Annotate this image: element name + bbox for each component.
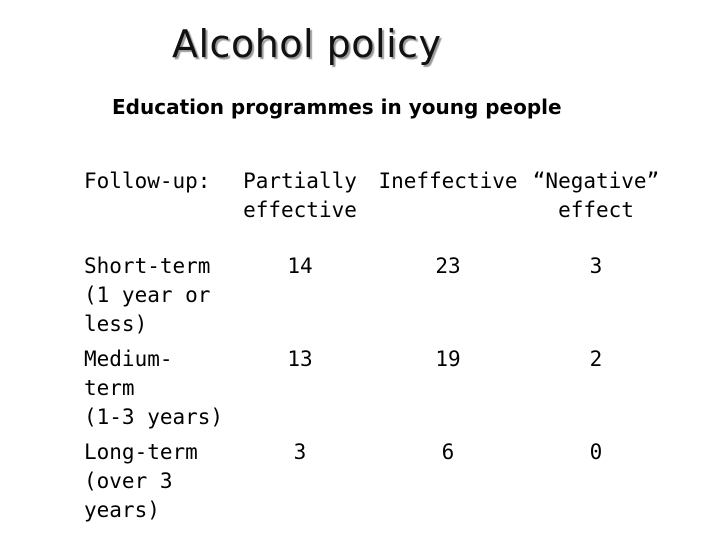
cell-medium-term-ineffective: 19 — [435, 347, 461, 371]
row-label-long-term: Long-term (over 3 years) — [84, 440, 198, 522]
cell-medium-term-partially: 13 — [287, 347, 313, 371]
slide-title: Alcohol policy — [172, 22, 442, 66]
header-negative-effect: “Negative” effect — [532, 169, 660, 222]
cell-long-term-partially: 3 — [293, 440, 307, 464]
cell-long-term-ineffective: 6 — [441, 440, 455, 464]
cell-long-term-negative: 0 — [589, 440, 603, 464]
row-label-short-term: Short-term (1 year or less) — [84, 254, 211, 336]
cell-short-term-ineffective: 23 — [435, 254, 461, 278]
cell-medium-term-negative: 2 — [589, 347, 603, 371]
row-label-medium-term: Medium- term (1-3 years) — [84, 347, 224, 429]
cell-short-term-negative: 3 — [589, 254, 603, 278]
cell-short-term-partially: 14 — [287, 254, 313, 278]
header-follow-up: Follow-up: — [84, 169, 211, 193]
slide-subtitle: Education programmes in young people — [112, 95, 562, 119]
header-ineffective: Ineffective — [378, 169, 518, 193]
header-partially-effective: Partially effective — [243, 169, 357, 222]
